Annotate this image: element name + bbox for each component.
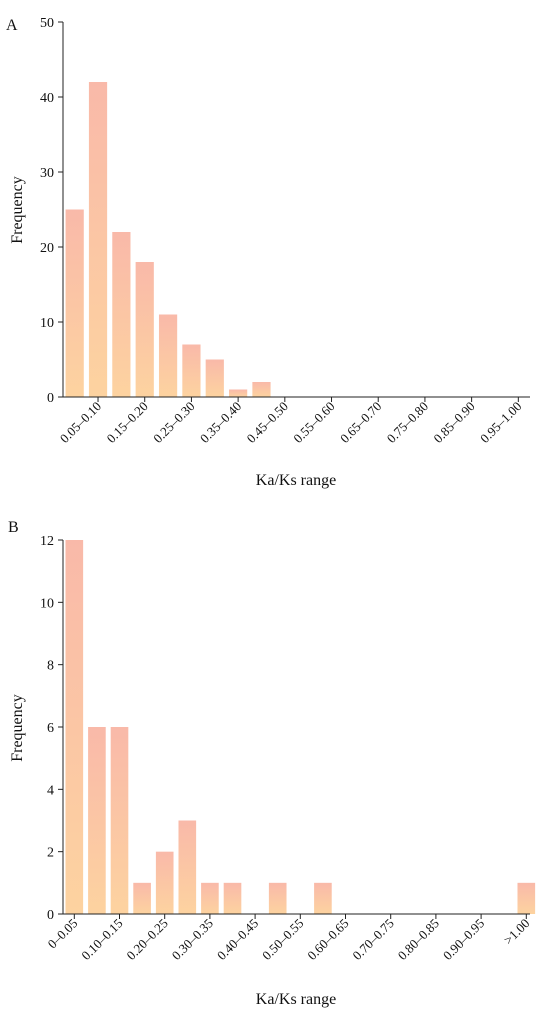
x-tick-label: 0.45–0.50 <box>244 399 291 446</box>
x-tick-label: 0.80–0.85 <box>395 916 442 963</box>
panel-a-y-axis-label: Frequency <box>9 176 26 244</box>
x-tick-label: 0.65–0.70 <box>337 399 384 446</box>
bar-1 <box>65 540 84 914</box>
x-tick-label: 0.05–0.10 <box>57 399 104 446</box>
bar-1 <box>65 209 84 397</box>
panel-a-axes <box>62 22 530 398</box>
bar-12 <box>314 882 332 914</box>
bar-4 <box>135 262 154 397</box>
x-tick-label: 0.35–0.40 <box>197 399 244 446</box>
panel-a-bars <box>65 82 271 397</box>
x-tick-label: 0.50–0.55 <box>259 916 306 963</box>
bar-2 <box>88 82 108 397</box>
x-tick-label: 0.60–0.65 <box>304 916 351 963</box>
y-tick-label: 30 <box>40 166 54 181</box>
bar-9 <box>252 382 271 397</box>
bar-7 <box>201 882 219 914</box>
y-tick-label: 6 <box>47 721 54 736</box>
bar-2 <box>88 727 106 914</box>
x-tick-label: 0.70–0.75 <box>349 916 396 963</box>
bar-10 <box>268 882 287 914</box>
panel-b-label: B <box>8 519 19 536</box>
panel-b-x-ticks: 0–0.050.10–0.150.20–0.250.30–0.350.40–0.… <box>45 914 533 963</box>
y-tick-label: 12 <box>40 534 54 549</box>
bar-8 <box>229 389 248 397</box>
y-tick-label: 0 <box>47 391 54 406</box>
bar-6 <box>182 344 201 397</box>
x-tick-label: >1.00 <box>501 916 533 948</box>
panel-b-x-axis-label: Ka/Ks range <box>256 991 336 1008</box>
x-tick-label: 0.75–0.80 <box>384 399 431 446</box>
bar-3 <box>110 727 129 914</box>
panel-b-y-axis-label: Frequency <box>9 694 26 762</box>
x-tick-label: 0.10–0.15 <box>78 916 125 963</box>
bar-8 <box>223 882 242 914</box>
x-tick-label: 0.25–0.30 <box>150 399 197 446</box>
bar-4 <box>133 882 151 914</box>
y-tick-label: 40 <box>40 91 54 106</box>
y-tick-label: 20 <box>40 241 54 256</box>
panel-b-axes <box>62 540 530 915</box>
y-tick-label: 10 <box>40 596 54 611</box>
panel-a-label: A <box>6 17 18 34</box>
x-tick-label: 0.85–0.90 <box>430 399 477 446</box>
panel-b-bars <box>65 540 536 914</box>
y-tick-label: 10 <box>40 316 54 331</box>
x-tick-label: 0.95–1.00 <box>477 399 524 446</box>
y-tick-label: 0 <box>47 908 54 923</box>
x-tick-label: 0.20–0.25 <box>123 916 170 963</box>
x-tick-label: 0.40–0.45 <box>214 916 261 963</box>
panel-a-x-ticks: 0.05–0.10 0.15–0.20 0.25–0.30 0.35–0.40 0.45… <box>57 397 524 446</box>
y-tick-label: 50 <box>40 16 54 31</box>
y-tick-label: 8 <box>47 659 54 674</box>
x-tick-label: 0.90–0.95 <box>440 916 487 963</box>
bar-21 <box>517 882 536 914</box>
x-tick-label: 0.30–0.35 <box>169 916 216 963</box>
bar-3 <box>112 232 131 397</box>
bar-6 <box>178 820 197 914</box>
x-tick-label: 0.55–0.60 <box>290 399 337 446</box>
bar-5 <box>158 314 178 397</box>
bar-5 <box>155 851 174 914</box>
panel-a-x-axis-label: Ka/Ks range <box>256 472 336 489</box>
bar-7 <box>205 359 224 397</box>
panel-b: B Frequency Ka/Ks range 0 2 4 6 8 10 12 0–0.05… <box>8 519 536 1008</box>
y-tick-label: 4 <box>47 783 54 798</box>
panel-b-y-ticks: 0 2 4 6 8 10 12 <box>40 534 63 923</box>
panel-a: A Frequency Ka/Ks range 0 10 20 30 40 50 0.05… <box>6 16 530 489</box>
y-tick-label: 2 <box>47 846 54 861</box>
panel-a-y-ticks: 0 10 20 30 40 50 <box>40 16 63 406</box>
x-tick-label: 0.15–0.20 <box>103 399 150 446</box>
